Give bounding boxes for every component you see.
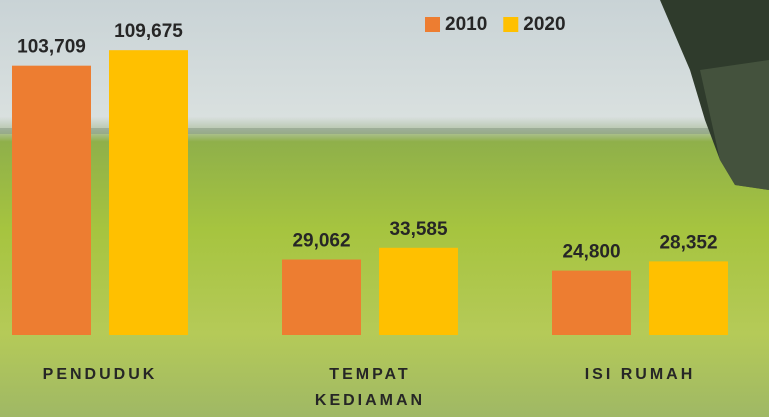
legend-label: 2020 [523, 14, 565, 35]
value-label: 33,585 [389, 219, 448, 240]
category-label: PENDUDUK [20, 362, 180, 388]
bar [12, 66, 91, 335]
bar [379, 248, 458, 335]
value-label: 24,800 [562, 242, 620, 263]
legend-label: 2010 [445, 14, 487, 35]
bar [109, 50, 188, 335]
value-label: 109,675 [114, 21, 183, 42]
legend-swatch [503, 17, 518, 32]
value-label: 103,709 [17, 37, 86, 58]
category-label: ISI RUMAH [560, 362, 720, 388]
chart: 103,709 109,675 29,062 33,585 24,800 28,352 20… [0, 0, 769, 417]
legend-swatch [425, 17, 440, 32]
category-label: TEMPAT KEDIAMAN [290, 362, 450, 414]
value-label: 29,062 [292, 231, 350, 252]
value-label: 28,352 [659, 232, 717, 253]
bar [282, 260, 361, 335]
bar [552, 271, 631, 335]
plot: 103,709 109,675 29,062 33,585 24,800 28,352 20… [0, 0, 769, 417]
bar [649, 261, 728, 335]
